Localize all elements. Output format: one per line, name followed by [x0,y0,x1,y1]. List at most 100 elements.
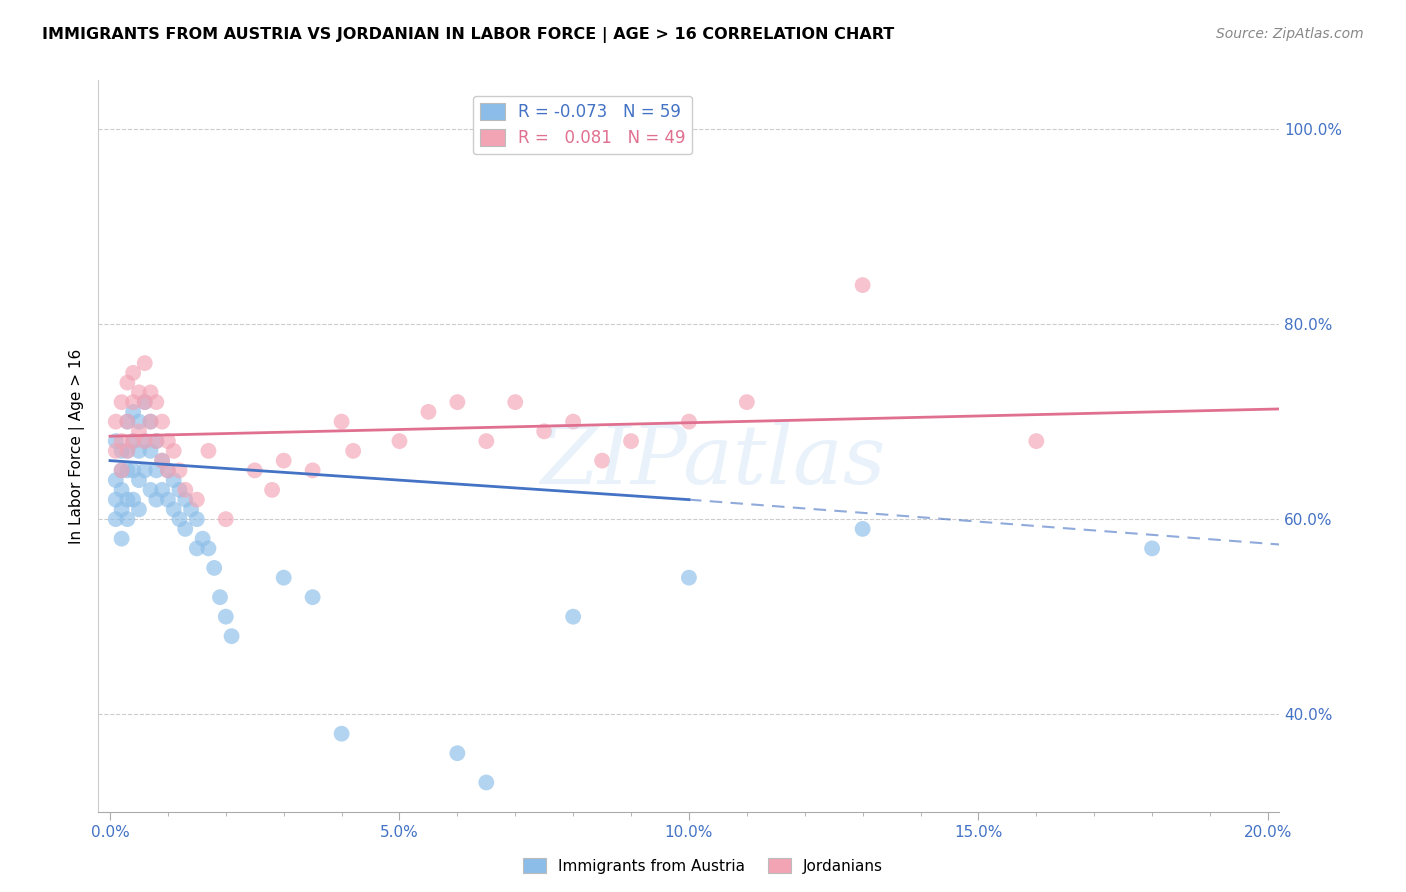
Point [562,609,585,624]
Point [475,434,498,449]
Point [150,453,173,467]
Point [139,483,162,497]
Point [122,405,145,419]
Point [208,590,231,604]
Point [221,629,243,643]
Point [169,483,191,497]
Point [122,434,145,449]
Point [110,395,132,409]
Point [150,415,173,429]
Point [110,463,132,477]
Point [163,473,186,487]
Point [150,453,173,467]
Point [150,483,173,497]
Point [388,434,411,449]
Point [104,434,127,449]
Point [122,395,145,409]
Point [104,443,127,458]
Point [110,443,132,458]
Point [110,532,132,546]
Point [117,492,139,507]
Point [503,395,526,409]
Point [145,463,167,477]
Point [169,463,191,477]
Point [104,473,127,487]
Point [852,522,875,536]
Point [163,502,186,516]
Point [139,415,162,429]
Point [174,483,197,497]
Point [156,434,179,449]
Point [134,463,156,477]
Point [104,512,127,526]
Point [735,395,758,409]
Point [145,492,167,507]
Point [139,385,162,400]
Point [110,463,132,477]
Legend: R = -0.073   N = 59, R =   0.081   N = 49: R = -0.073 N = 59, R = 0.081 N = 49 [472,96,692,154]
Point [446,746,468,760]
Point [678,415,700,429]
Point [330,727,353,741]
Point [128,425,150,439]
Point [475,775,498,789]
Point [145,395,167,409]
Point [446,395,468,409]
Point [117,512,139,526]
Point [262,483,284,497]
Point [197,541,219,556]
Point [122,434,145,449]
Point [128,443,150,458]
Text: IMMIGRANTS FROM AUSTRIA VS JORDANIAN IN LABOR FORCE | AGE > 16 CORRELATION CHART: IMMIGRANTS FROM AUSTRIA VS JORDANIAN IN … [42,27,894,43]
Point [134,356,156,370]
Point [620,434,643,449]
Point [186,512,208,526]
Point [134,395,156,409]
Point [104,415,127,429]
Point [533,425,555,439]
Point [174,492,197,507]
Point [273,571,295,585]
Point [128,473,150,487]
Point [139,443,162,458]
Point [591,453,613,467]
Text: Source: ZipAtlas.com: Source: ZipAtlas.com [1216,27,1364,41]
Point [186,492,208,507]
Y-axis label: In Labor Force | Age > 16: In Labor Force | Age > 16 [69,349,84,543]
Point [215,609,238,624]
Point [852,278,875,293]
Point [169,512,191,526]
Point [562,415,585,429]
Point [1140,541,1163,556]
Point [122,463,145,477]
Point [186,541,208,556]
Point [134,434,156,449]
Point [134,434,156,449]
Point [243,463,266,477]
Point [163,443,186,458]
Point [117,376,139,390]
Point [117,443,139,458]
Point [110,483,132,497]
Point [418,405,440,419]
Point [139,415,162,429]
Point [174,522,197,536]
Point [145,434,167,449]
Point [122,492,145,507]
Point [678,571,700,585]
Point [156,463,179,477]
Point [128,502,150,516]
Point [128,385,150,400]
Point [122,366,145,380]
Point [301,590,323,604]
Text: ZIPatlas: ZIPatlas [540,421,886,500]
Point [180,502,202,516]
Point [342,443,364,458]
Point [202,561,225,575]
Point [128,415,150,429]
Point [191,532,214,546]
Point [110,502,132,516]
Point [117,415,139,429]
Point [134,395,156,409]
Point [215,512,238,526]
